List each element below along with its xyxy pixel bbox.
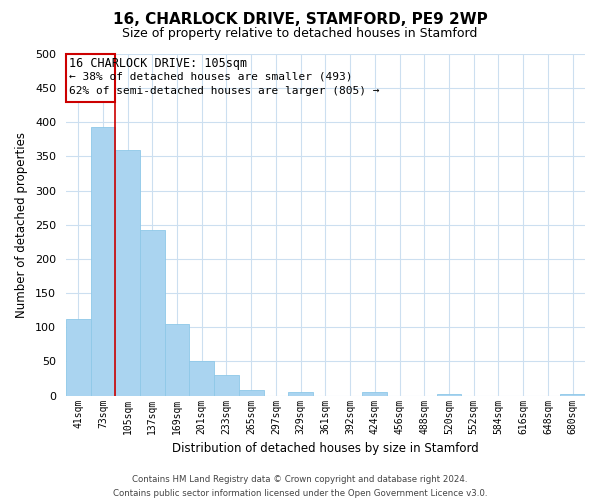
Bar xyxy=(437,394,461,396)
Bar xyxy=(91,127,115,396)
Y-axis label: Number of detached properties: Number of detached properties xyxy=(15,132,28,318)
Text: 16 CHARLOCK DRIVE: 105sqm: 16 CHARLOCK DRIVE: 105sqm xyxy=(69,56,247,70)
Bar xyxy=(164,324,190,396)
FancyBboxPatch shape xyxy=(66,54,115,102)
Text: Size of property relative to detached houses in Stamford: Size of property relative to detached ho… xyxy=(122,28,478,40)
Text: ← 38% of detached houses are smaller (493): ← 38% of detached houses are smaller (49… xyxy=(69,72,353,82)
Text: Contains HM Land Registry data © Crown copyright and database right 2024.
Contai: Contains HM Land Registry data © Crown c… xyxy=(113,476,487,498)
Bar xyxy=(239,390,263,396)
Bar xyxy=(560,394,585,396)
Bar xyxy=(362,392,387,396)
Bar xyxy=(190,362,214,396)
Bar xyxy=(140,230,164,396)
Bar xyxy=(214,375,239,396)
Text: 62% of semi-detached houses are larger (805) →: 62% of semi-detached houses are larger (… xyxy=(69,86,380,96)
X-axis label: Distribution of detached houses by size in Stamford: Distribution of detached houses by size … xyxy=(172,442,479,455)
Text: 16, CHARLOCK DRIVE, STAMFORD, PE9 2WP: 16, CHARLOCK DRIVE, STAMFORD, PE9 2WP xyxy=(113,12,487,28)
Bar xyxy=(289,392,313,396)
Bar xyxy=(66,319,91,396)
Bar xyxy=(115,150,140,396)
